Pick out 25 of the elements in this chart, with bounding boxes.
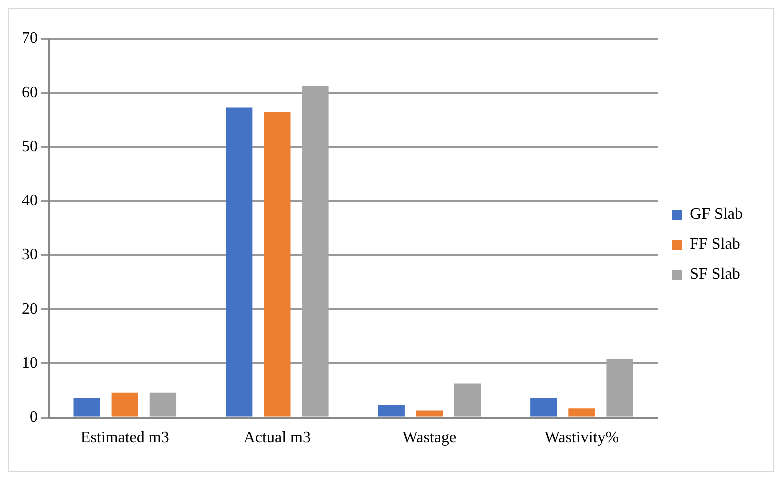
y-tick-label: 20 [22,300,38,318]
bar [568,408,596,417]
x-tick-label: Wastivity% [544,430,620,447]
legend-label: FF Slab [690,236,740,254]
bar [112,392,138,417]
bar [264,112,291,417]
legend-label: GF Slab [690,206,744,224]
bar [416,410,444,417]
y-tick-label: 60 [22,84,38,102]
y-tick-label: 40 [22,192,38,210]
bar [226,108,253,417]
legend-label: SF Slab [690,266,740,284]
x-tick-label: Actual m3 [244,430,311,447]
bar [454,384,482,417]
y-tick-label: 30 [22,246,38,264]
bar [150,392,177,417]
bar [378,405,405,417]
x-tick-label: Estimated m3 [80,430,170,447]
x-tick-label: Wastage [402,430,457,447]
bar [530,398,558,417]
y-tick-label: 0 [30,409,38,426]
y-tick-label: 70 [22,30,38,48]
y-tick-label: 10 [22,354,38,372]
bar [74,398,100,417]
y-tick-label: 50 [22,138,38,156]
